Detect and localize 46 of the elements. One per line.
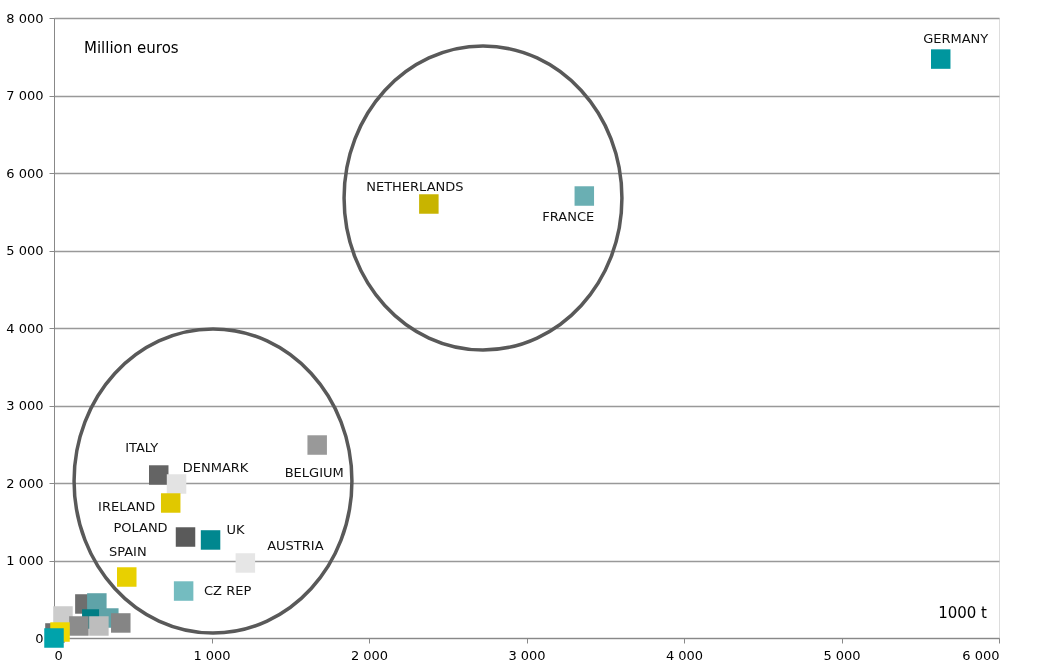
annotation: ITALY	[125, 440, 159, 456]
annotation: GERMANY	[923, 31, 989, 47]
y-tick-label: 6 000	[6, 165, 44, 181]
x-tick-label: 4 000	[665, 647, 704, 663]
annotation: Million euros	[84, 39, 179, 57]
x-tick-label: 0	[54, 647, 63, 663]
annotation: POLAND	[113, 520, 168, 536]
x-tick-label: 1 000	[193, 647, 231, 663]
annotation: SPAIN	[108, 544, 147, 560]
point	[44, 628, 64, 648]
annotation: NETHERLANDS	[366, 179, 464, 194]
point	[160, 493, 181, 513]
point	[175, 527, 196, 547]
point	[148, 465, 169, 485]
point	[89, 616, 109, 636]
point	[200, 530, 221, 550]
point	[117, 567, 137, 587]
annotation: CZ REP	[204, 583, 252, 599]
annotation: UK	[226, 521, 246, 537]
point	[69, 616, 89, 636]
x-tick-label: 6 000	[962, 647, 1000, 663]
y-tick-label: 8 000	[6, 10, 44, 26]
x-tick-label: 2 000	[350, 647, 389, 663]
point	[235, 553, 256, 573]
point	[419, 194, 439, 214]
annotation: IRELAND	[98, 498, 156, 514]
annotation: AUSTRIA	[267, 537, 324, 553]
y-tick-label: 4 000	[6, 320, 44, 336]
y-tick-label: 7 000	[6, 88, 44, 103]
point	[930, 49, 951, 69]
annotation: 1000 t	[938, 604, 988, 622]
point	[307, 435, 327, 455]
y-tick-label: 0	[35, 630, 44, 646]
y-tick-label: 1 000	[6, 553, 44, 568]
point	[173, 581, 194, 601]
point	[111, 613, 131, 633]
point	[574, 186, 595, 206]
point	[166, 474, 187, 494]
y-tick-label: 2 000	[6, 475, 44, 491]
annotation: BELGIUM	[284, 465, 344, 481]
x-tick-label: 3 000	[508, 647, 546, 663]
annotation: DENMARK	[182, 460, 249, 476]
annotation: FRANCE	[542, 209, 595, 225]
y-tick-label: 5 000	[6, 243, 44, 258]
x-tick-label: 5 000	[823, 647, 861, 663]
y-tick-label: 3 000	[6, 398, 44, 413]
